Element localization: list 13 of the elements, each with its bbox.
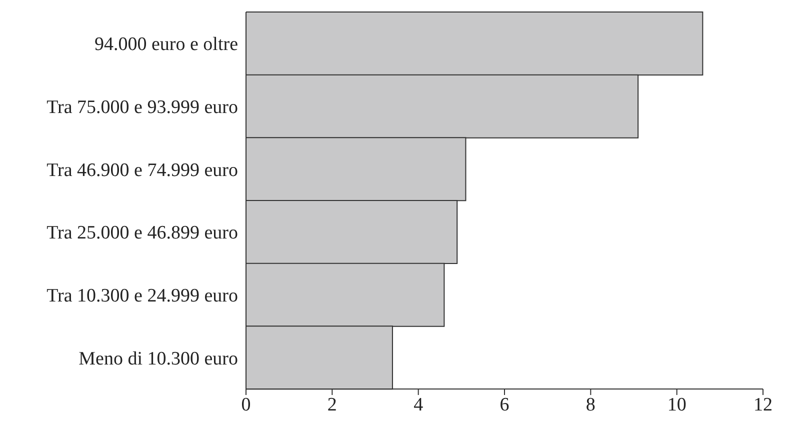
- x-tick-label: 8: [586, 394, 596, 416]
- y-tick-label: Tra 25.000 e 46.899 euro: [46, 222, 238, 244]
- y-tick-label: Tra 46.900 e 74.999 euro: [46, 160, 238, 181]
- x-tick-label: 12: [754, 394, 772, 416]
- y-tick-label: Tra 75.000 e 93.999 euro: [46, 96, 238, 118]
- x-tick-label: 2: [327, 394, 337, 416]
- x-tick-label: 4: [414, 394, 424, 416]
- y-tick-label: 94.000 euro e oltre: [94, 34, 238, 56]
- y-tick-label: Tra 10.300 e 24.999 euro: [46, 285, 238, 306]
- x-tick-label: 6: [500, 394, 510, 416]
- x-tick-label: 0: [241, 394, 251, 416]
- x-tick-label: 10: [667, 394, 686, 416]
- y-tick-label: Meno di 10.300 euro: [78, 348, 238, 370]
